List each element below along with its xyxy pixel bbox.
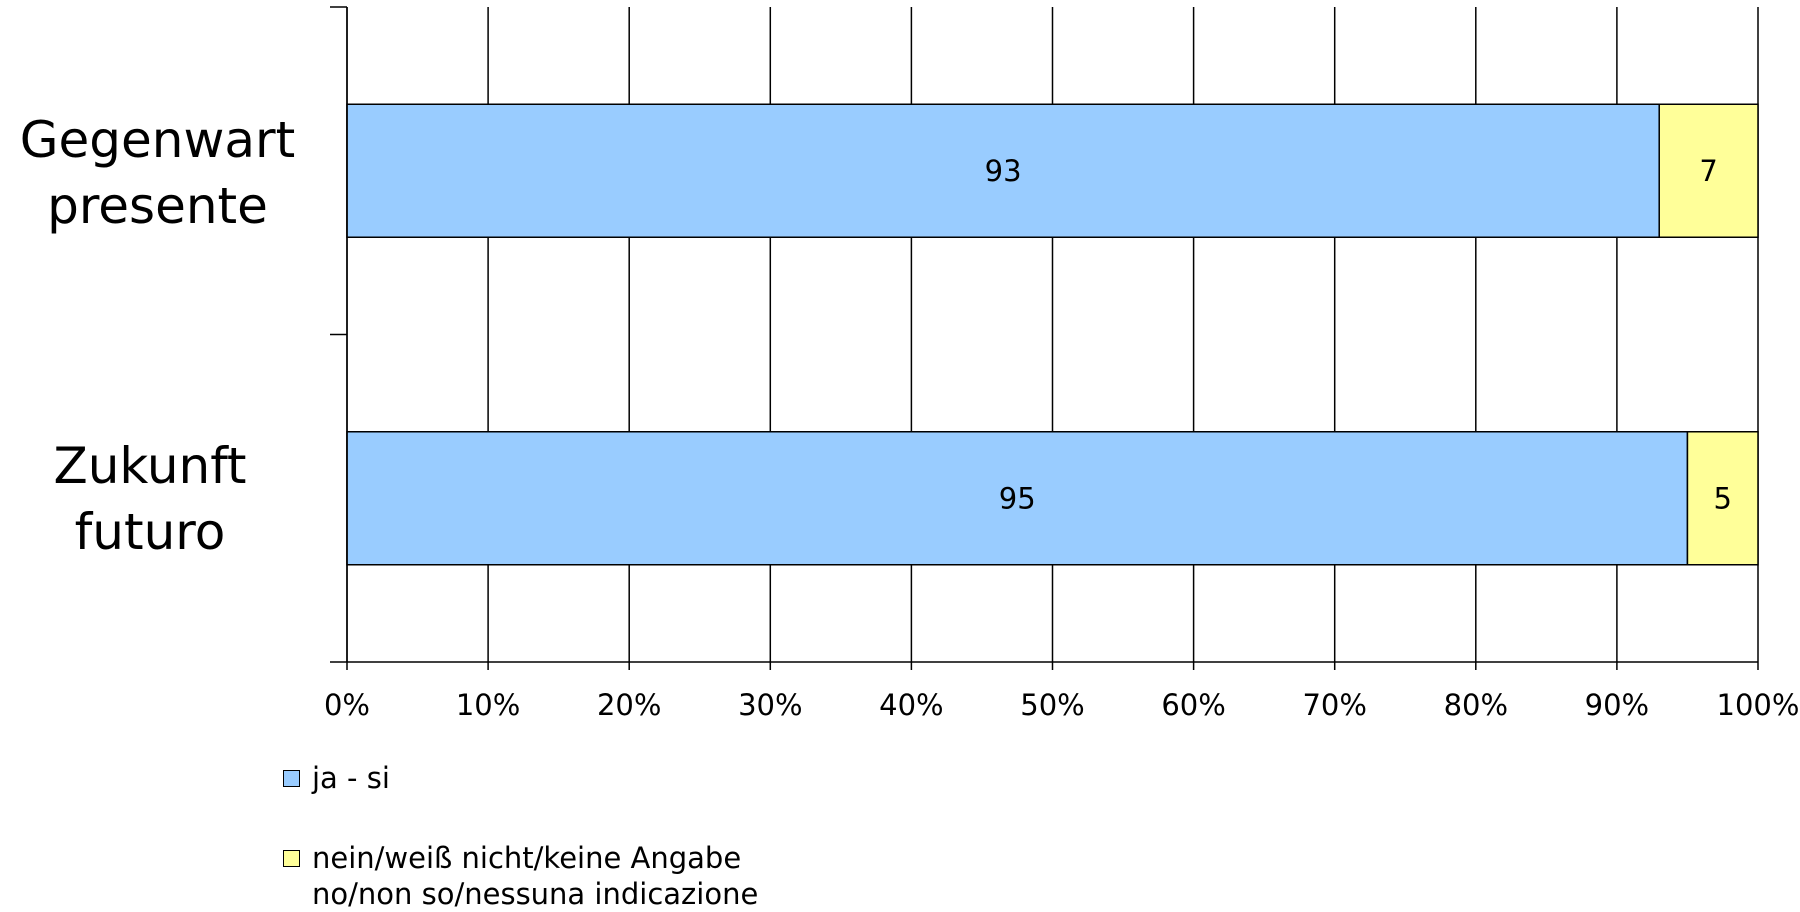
bar-segment [1658,103,1759,238]
x-tick-label: 40% [879,688,943,722]
category-label-line: Gegenwart [19,111,296,169]
category-label-zukunft: Zukunft futuro [0,433,300,565]
data-label: 95 [999,481,1036,515]
x-tick-label: 20% [597,688,661,722]
category-label-line: presente [47,177,268,235]
x-tick-label: 60% [1161,688,1225,722]
bar-segment [346,103,1660,238]
legend-swatch-ja-si [283,770,300,787]
x-tick-label: 10% [456,688,520,722]
x-tick-label: 0% [324,688,370,722]
legend-swatch-nein [283,850,300,867]
category-label-line: futuro [74,503,226,561]
legend-label: nein/weiß nicht/keine Angabe no/non so/n… [312,840,758,912]
legend-label-line: nein/weiß nicht/keine Angabe [312,841,742,875]
data-label: 93 [985,154,1022,188]
x-tick-label: 90% [1585,688,1649,722]
x-tick-label: 50% [1020,688,1084,722]
x-tick-label: 100% [1717,688,1800,722]
category-label-gegenwart: Gegenwart presente [0,107,315,239]
bar-segment [346,431,1689,566]
legend-label-line: no/non so/nessuna indicazione [312,877,759,911]
category-label-line: Zukunft [53,437,247,495]
legend-label: ja - si [312,760,390,796]
data-label: 7 [1699,154,1717,188]
legend-label-line: ja - si [312,761,390,795]
data-label: 5 [1713,481,1731,515]
x-tick-label: 70% [1302,688,1366,722]
legend-item-ja-si: ja - si [283,760,390,796]
x-tick-label: 80% [1444,688,1508,722]
legend-item-nein: nein/weiß nicht/keine Angabe no/non so/n… [283,840,758,912]
bar-segment [1686,431,1759,566]
x-tick-label: 30% [738,688,802,722]
